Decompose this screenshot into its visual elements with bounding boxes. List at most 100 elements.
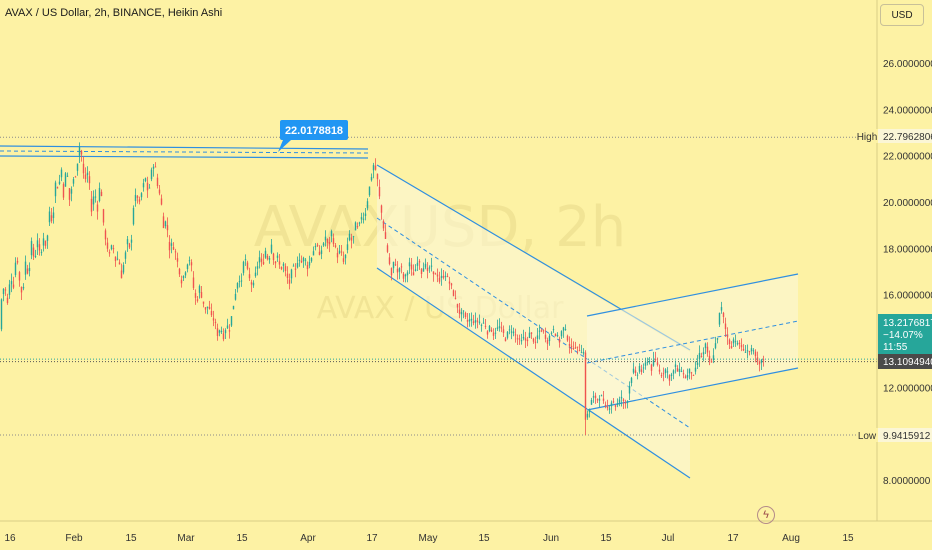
candle-body <box>462 310 465 312</box>
candle-body <box>38 244 41 251</box>
candle-body <box>572 347 575 349</box>
x-tick-label: 15 <box>125 533 137 544</box>
candle-body <box>520 340 523 342</box>
candle-body <box>688 368 691 374</box>
candle-body <box>638 366 641 372</box>
candle-body <box>244 259 247 261</box>
candle-body <box>584 352 587 420</box>
current-price-change: −14.07% <box>883 330 923 341</box>
candle-body <box>46 235 49 241</box>
candle-body <box>66 175 69 177</box>
candle-body <box>304 259 307 261</box>
candle-body <box>230 316 233 326</box>
callout-box[interactable] <box>280 120 348 140</box>
candle-body <box>274 261 277 264</box>
candle-body <box>490 329 493 332</box>
candle-body <box>134 194 137 202</box>
candle-body <box>150 169 153 180</box>
candle-body <box>68 188 71 200</box>
candle-body <box>476 320 479 322</box>
x-tick-label: 15 <box>842 533 854 544</box>
candle-body <box>762 359 765 361</box>
ascending-channel-upper[interactable] <box>586 273 799 317</box>
candle-body <box>426 267 429 272</box>
candle-body <box>580 352 583 354</box>
candle-body <box>610 402 613 407</box>
candle-body <box>394 264 397 266</box>
candle-body <box>232 305 235 310</box>
candle-body <box>472 321 475 324</box>
ascending-channel-lower[interactable] <box>586 367 799 411</box>
candle-body <box>172 247 175 250</box>
x-tick-label: Apr <box>300 533 316 544</box>
candle-body <box>246 262 249 269</box>
candle-body <box>450 283 453 286</box>
candle-body <box>156 177 159 186</box>
candle-body <box>178 268 181 275</box>
candle-body <box>182 275 185 279</box>
candle-body <box>592 396 595 398</box>
x-tick-label: Jun <box>543 533 559 544</box>
candle-body <box>736 343 739 345</box>
resistance-line-mid[interactable] <box>0 150 369 154</box>
low-value: 9.9415912 <box>883 431 931 442</box>
candle-body <box>206 306 209 308</box>
candle-body <box>58 181 61 184</box>
ascending-channel-mid[interactable] <box>586 320 799 364</box>
marked-price-badge: 13.1094940 <box>878 354 932 369</box>
candle-body <box>478 321 481 323</box>
candle-body <box>428 267 431 269</box>
candle-body <box>170 243 173 246</box>
candle-body <box>242 261 245 273</box>
candle-body <box>540 330 543 332</box>
candle-body <box>168 241 171 251</box>
drawing-layer[interactable] <box>0 145 799 479</box>
candle-body <box>400 266 403 268</box>
candle-body <box>618 399 621 403</box>
current-price-value: 13.2176817 <box>883 318 932 329</box>
candle-body <box>352 236 355 238</box>
descending-channel-lower[interactable] <box>376 267 691 479</box>
callout-pointer <box>278 140 291 152</box>
candle-body <box>556 335 559 337</box>
candle-body <box>116 258 119 260</box>
candle-body <box>632 368 635 373</box>
price-axis[interactable]: 26.0000000 24.0000000 22.0000000 20.0000000… <box>883 59 932 487</box>
callout-value: 22.0178818 <box>285 125 343 137</box>
candle-body <box>308 261 311 266</box>
candle-body <box>512 331 515 334</box>
candle-body <box>456 303 459 308</box>
y-tick-label: 24.0000000 <box>883 105 932 116</box>
candle-body <box>636 374 639 376</box>
resistance-line-bottom[interactable] <box>0 155 369 159</box>
candle-body <box>148 187 151 189</box>
candle-body <box>448 281 451 284</box>
candle-body <box>726 334 729 338</box>
candle-body <box>222 333 225 340</box>
candle-body <box>496 327 499 329</box>
candle-body <box>588 409 591 413</box>
candle-body <box>30 241 33 256</box>
lightning-icon[interactable]: ϟ <box>757 506 775 524</box>
time-axis[interactable]: 16 Feb 15 Mar 15 Apr 17 May 15 Jun 15 Jul 17 Aug 15 <box>4 533 854 544</box>
high-name: High <box>857 132 878 143</box>
candle-body <box>526 339 529 342</box>
candle-body <box>420 269 423 274</box>
resistance-line-top[interactable] <box>0 145 369 150</box>
candle-body <box>62 184 65 198</box>
candle-body <box>360 217 363 220</box>
currency-button[interactable]: USD <box>880 4 924 26</box>
candle-body <box>218 330 221 333</box>
candle-body <box>354 222 357 231</box>
candle-body <box>566 335 569 341</box>
candle-body <box>348 233 351 240</box>
candle-body <box>402 273 405 279</box>
candle-body <box>192 277 195 288</box>
candle-body <box>312 251 315 256</box>
candle-body <box>264 250 267 258</box>
price-callout[interactable]: 22.0178818 <box>278 120 348 152</box>
marked-price-value: 13.1094940 <box>883 357 932 368</box>
candle-body <box>654 358 657 360</box>
high-level-label: High 22.7962806 <box>856 129 932 143</box>
